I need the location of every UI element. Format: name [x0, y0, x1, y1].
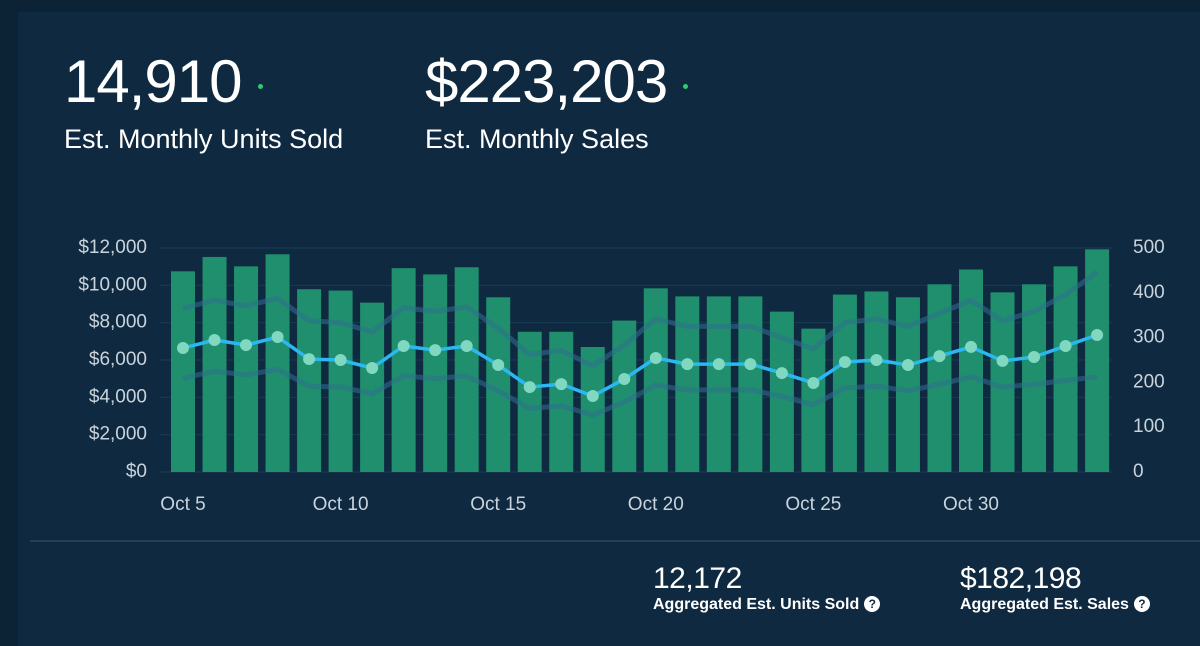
y2-tick-label: 300	[1133, 327, 1165, 348]
band-line	[182, 366, 1098, 418]
x-tick-label: Oct 25	[785, 494, 841, 515]
line-marker	[177, 342, 189, 355]
line-marker	[492, 359, 505, 372]
aggregate-label: Aggregated Est. Units Sold?	[653, 596, 881, 614]
x-tick-label: Oct 10	[313, 494, 369, 515]
aggregate-value: 12,172	[653, 562, 742, 595]
line-marker	[681, 358, 694, 371]
line-marker	[429, 344, 442, 357]
line-marker	[460, 340, 473, 352]
line-marker	[649, 351, 662, 364]
line-marker	[618, 373, 631, 386]
x-tick-label: Oct 30	[943, 494, 999, 515]
line-marker	[870, 354, 883, 366]
bar	[202, 256, 227, 472]
y-tick-label: $0	[126, 461, 147, 482]
bar	[738, 296, 763, 472]
bar	[234, 266, 259, 472]
y2-tick-label: 400	[1133, 282, 1165, 303]
line-marker	[1059, 340, 1072, 352]
kpi-units: 14,910 Est. Monthly Units Sold	[64, 52, 343, 155]
y-tick-label: $6,000	[89, 349, 147, 370]
line-marker	[208, 334, 221, 347]
line-marker	[712, 358, 725, 371]
bar	[423, 274, 448, 472]
line-marker	[775, 367, 788, 380]
y-tick-label: $2,000	[89, 424, 147, 445]
line-marker	[523, 381, 536, 394]
bar	[1085, 249, 1110, 472]
y-tick-label: $8,000	[89, 312, 147, 333]
aggregate-label-text: Aggregated Est. Units Sold	[653, 596, 860, 613]
aggregate-value: $182,198	[960, 562, 1082, 595]
kpi-label: Est. Monthly Sales	[425, 124, 649, 154]
kpi-label: Est. Monthly Units Sold	[64, 124, 344, 154]
bar	[328, 290, 353, 472]
line-marker	[838, 356, 851, 369]
kpi-value: $223,203	[425, 52, 689, 112]
aggregate-label: Aggregated Est. Sales?	[960, 596, 1150, 614]
bar	[171, 271, 195, 472]
y-tick-label: $12,000	[78, 237, 147, 258]
band-line	[182, 270, 1099, 369]
y2-tick-label: 100	[1133, 416, 1165, 437]
aggregate-units: 12,172 Aggregated Est. Units Sold?	[653, 562, 881, 614]
line-marker	[397, 340, 410, 352]
line-marker	[1091, 328, 1104, 341]
help-icon[interactable]: ?	[864, 596, 881, 612]
line-marker	[807, 376, 820, 389]
line-marker	[965, 340, 977, 353]
line-marker	[555, 378, 568, 391]
line-marker	[586, 390, 599, 403]
bar	[706, 296, 731, 472]
line-marker	[1028, 351, 1041, 364]
status-dot	[257, 83, 263, 89]
status-dot	[683, 83, 689, 89]
bar	[391, 268, 416, 472]
y2-tick-label: 0	[1133, 461, 1144, 482]
line-marker	[240, 339, 253, 352]
line-marker	[271, 331, 284, 344]
x-tick-label: Oct 5	[160, 494, 205, 515]
kpi-value: 14,910	[64, 52, 343, 112]
line-marker	[366, 362, 379, 375]
y2-tick-label: 500	[1133, 237, 1165, 258]
line-marker	[744, 358, 757, 371]
kpi-sales: $223,203 Est. Monthly Sales	[425, 52, 689, 155]
bar	[454, 267, 479, 472]
line-marker	[933, 350, 946, 363]
bar	[265, 254, 290, 472]
line-marker	[334, 354, 347, 366]
bar	[643, 288, 668, 472]
x-tick-label: Oct 20	[628, 494, 684, 515]
line-marker	[303, 353, 316, 366]
y-tick-label: $10,000	[78, 274, 147, 295]
help-icon[interactable]: ?	[1133, 596, 1150, 612]
aggregate-label-text: Aggregated Est. Sales	[960, 596, 1129, 613]
x-tick-label: Oct 15	[470, 494, 526, 515]
line-marker	[996, 354, 1009, 367]
kpi-value-text: 14,910	[64, 48, 243, 115]
y-tick-label: $4,000	[89, 386, 147, 407]
aggregate-sales: $182,198 Aggregated Est. Sales?	[960, 564, 1150, 614]
kpi-value-text: $223,203	[425, 48, 668, 115]
y2-tick-label: 200	[1133, 371, 1165, 392]
line-marker	[901, 359, 914, 372]
